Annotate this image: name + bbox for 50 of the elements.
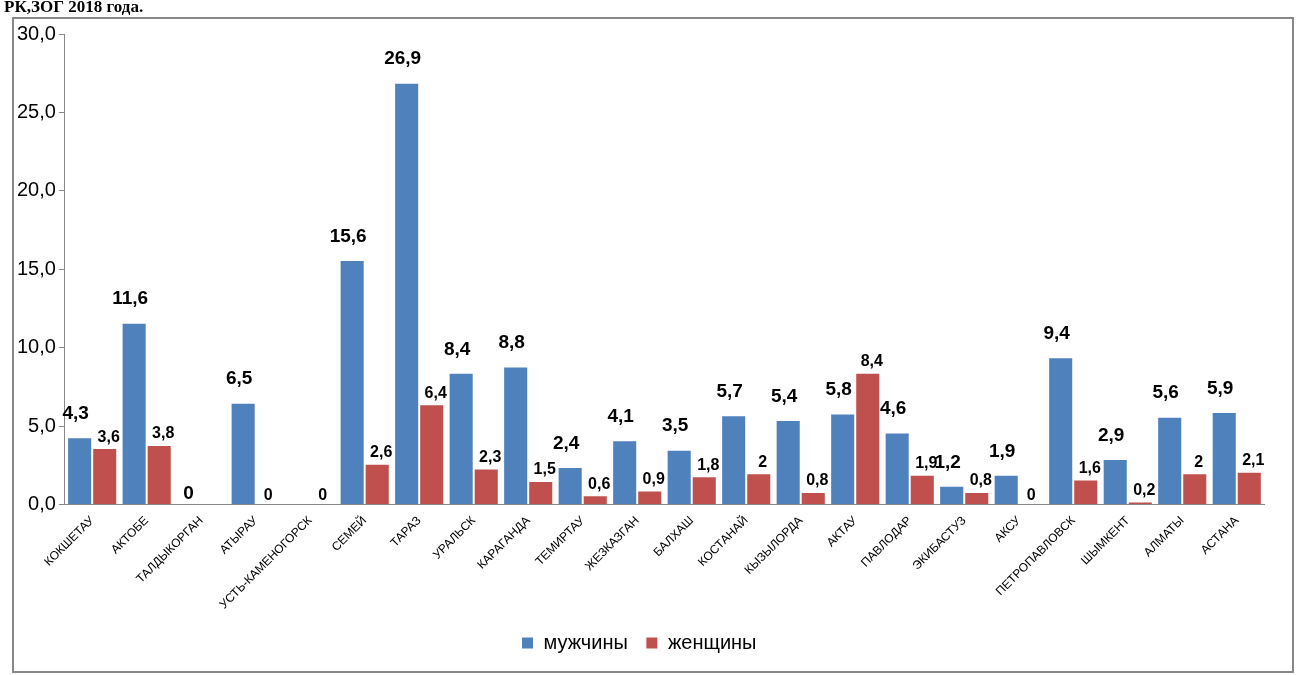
data-label: 1,6 (1078, 458, 1101, 476)
data-label: 8,4 (443, 337, 471, 359)
data-label: 4,3 (62, 401, 89, 423)
data-label: 3,8 (152, 424, 175, 442)
data-label: 5,7 (716, 379, 743, 401)
data-label: 0 (318, 486, 328, 503)
legend-label: мужчины (543, 630, 628, 653)
data-label: 9,4 (1043, 321, 1071, 343)
data-label: 15,6 (329, 224, 367, 246)
chart-title: РК,ЗОГ 2018 года. (4, 0, 144, 16)
data-label: 0,2 (1133, 480, 1156, 498)
data-label: 5,4 (770, 384, 798, 406)
data-label: 1,9 (988, 439, 1016, 461)
data-label: 11,6 (112, 287, 149, 309)
data-label: 4,6 (879, 397, 907, 419)
legend-label: женщины (667, 630, 757, 653)
y-tick-label: 0,0 (28, 492, 56, 515)
data-label: 2,4 (552, 431, 580, 453)
y-tick-label: 20,0 (16, 178, 56, 201)
data-label: 2,3 (479, 447, 502, 465)
data-label: 8,8 (498, 331, 525, 353)
y-tick-label: 30,0 (16, 21, 56, 44)
data-label: 0,8 (806, 471, 829, 489)
data-label: 0,8 (969, 471, 992, 489)
data-label: 0 (183, 482, 194, 504)
data-label: 3,5 (661, 414, 689, 436)
data-label: 2,1 (1242, 451, 1265, 469)
data-label: 5,6 (1152, 381, 1179, 403)
data-label: 2,6 (370, 443, 393, 461)
data-label: 6,4 (424, 383, 447, 401)
data-label: 8,4 (860, 352, 883, 370)
data-label: 0 (263, 486, 273, 503)
data-label: 5,9 (1207, 376, 1234, 398)
y-tick-label: 25,0 (16, 99, 56, 122)
y-tick-label: 5,0 (28, 413, 56, 436)
data-label: 26,9 (384, 47, 422, 69)
data-label: 1,8 (697, 455, 720, 473)
data-label: 1,5 (533, 460, 556, 478)
data-label: 2 (758, 452, 768, 470)
data-label: 4,1 (607, 405, 635, 427)
data-label: 0,9 (642, 469, 665, 487)
data-label: 0 (1026, 486, 1036, 503)
data-label: 6,5 (225, 367, 253, 389)
data-label: 0,6 (588, 474, 611, 492)
data-label: 3,6 (97, 427, 120, 445)
y-tick-label: 10,0 (16, 335, 56, 358)
data-label: 2 (1194, 452, 1204, 470)
data-label: 2,9 (1097, 423, 1125, 445)
y-tick-label: 15,0 (16, 256, 56, 279)
data-label: 5,8 (825, 378, 852, 400)
